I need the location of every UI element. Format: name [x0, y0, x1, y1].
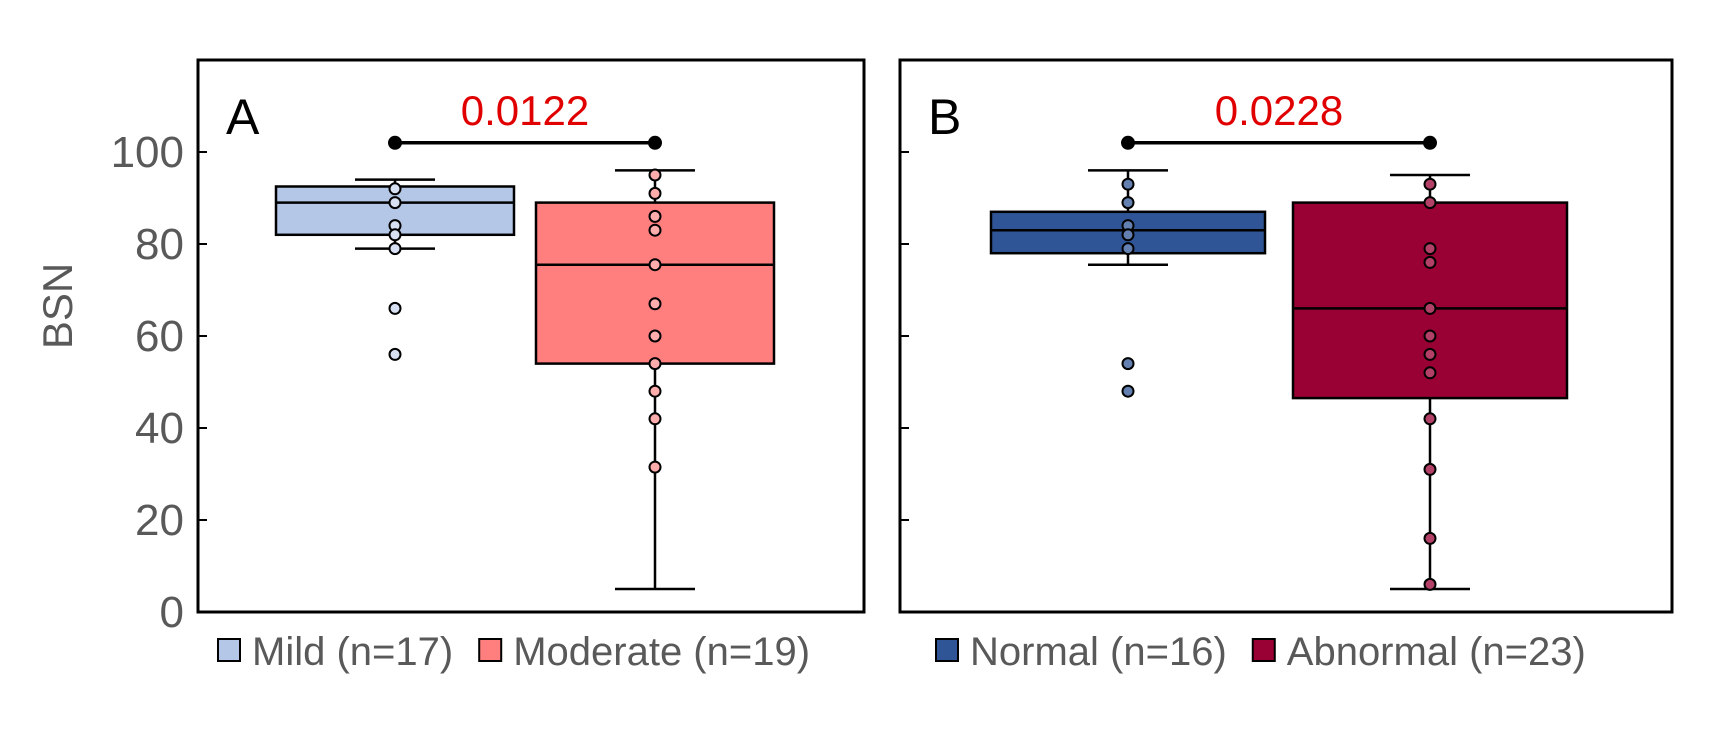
data-point — [1121, 228, 1135, 242]
data-point — [1423, 255, 1437, 269]
data-point — [1121, 357, 1135, 371]
data-point — [648, 258, 662, 272]
data-point — [1423, 366, 1437, 380]
data-point — [388, 301, 402, 315]
panel-label: A — [226, 89, 260, 145]
y-tick-label: 60 — [135, 312, 184, 361]
panel-b: B 0.0228 — [898, 58, 1674, 614]
y-axis-title: BSN — [34, 263, 81, 349]
data-point — [388, 182, 402, 196]
legend-entry: Abnormal (n=23) — [1287, 630, 1586, 674]
legend-swatch — [217, 638, 241, 662]
panel-label: B — [928, 89, 961, 145]
data-point — [1121, 242, 1135, 256]
data-point — [388, 242, 402, 256]
data-point — [648, 186, 662, 200]
significance-end — [1423, 135, 1437, 150]
data-point — [1423, 329, 1437, 343]
data-point — [1423, 196, 1437, 210]
data-point — [1423, 462, 1437, 476]
data-point — [648, 357, 662, 371]
data-point — [1423, 177, 1437, 191]
data-point — [648, 329, 662, 343]
significance-end — [1121, 135, 1135, 150]
y-tick-label: 0 — [160, 588, 184, 637]
y-tick-label: 20 — [135, 496, 184, 545]
data-point — [388, 228, 402, 242]
data-point — [1121, 384, 1135, 398]
data-point — [648, 223, 662, 237]
y-tick-label: 40 — [135, 404, 184, 453]
data-point — [648, 297, 662, 311]
legend-swatch — [478, 638, 503, 662]
data-point — [388, 347, 402, 361]
data-point — [1423, 242, 1437, 256]
legend-entry: Normal (n=16) — [970, 630, 1227, 674]
data-point — [648, 412, 662, 426]
data-point — [388, 196, 402, 210]
legend-swatch — [935, 638, 959, 662]
legend-swatch — [1251, 638, 1276, 662]
y-tick-label: 100 — [111, 128, 184, 177]
data-point — [1423, 412, 1437, 426]
box-group — [534, 168, 776, 591]
data-point — [648, 168, 662, 182]
iqr-box — [1291, 201, 1569, 400]
p-value-label: 0.0122 — [461, 87, 589, 134]
y-tick-label: 80 — [135, 220, 184, 269]
legend-entry: Mild (n=17) — [252, 630, 453, 674]
data-point — [1121, 177, 1135, 191]
panel-a: 0 20 40 60 80 100 A 0.0122 — [111, 58, 866, 637]
legend-b: Normal (n=16) Abnormal (n=23) — [935, 630, 1586, 674]
legend-a: Mild (n=17) Moderate (n=19) — [217, 630, 810, 674]
box-group — [1291, 173, 1569, 591]
data-point — [1121, 196, 1135, 210]
box-group — [989, 169, 1267, 398]
data-point — [1423, 347, 1437, 361]
legend-entry: Moderate (n=19) — [513, 630, 810, 674]
data-point — [648, 209, 662, 223]
p-value-label: 0.0228 — [1215, 87, 1343, 134]
significance-end — [388, 135, 402, 150]
data-point — [648, 384, 662, 398]
significance-end — [648, 135, 662, 150]
data-point — [1423, 577, 1437, 591]
data-point — [1423, 301, 1437, 315]
data-point — [1423, 531, 1437, 545]
data-point — [648, 460, 662, 474]
box-group — [274, 178, 516, 361]
